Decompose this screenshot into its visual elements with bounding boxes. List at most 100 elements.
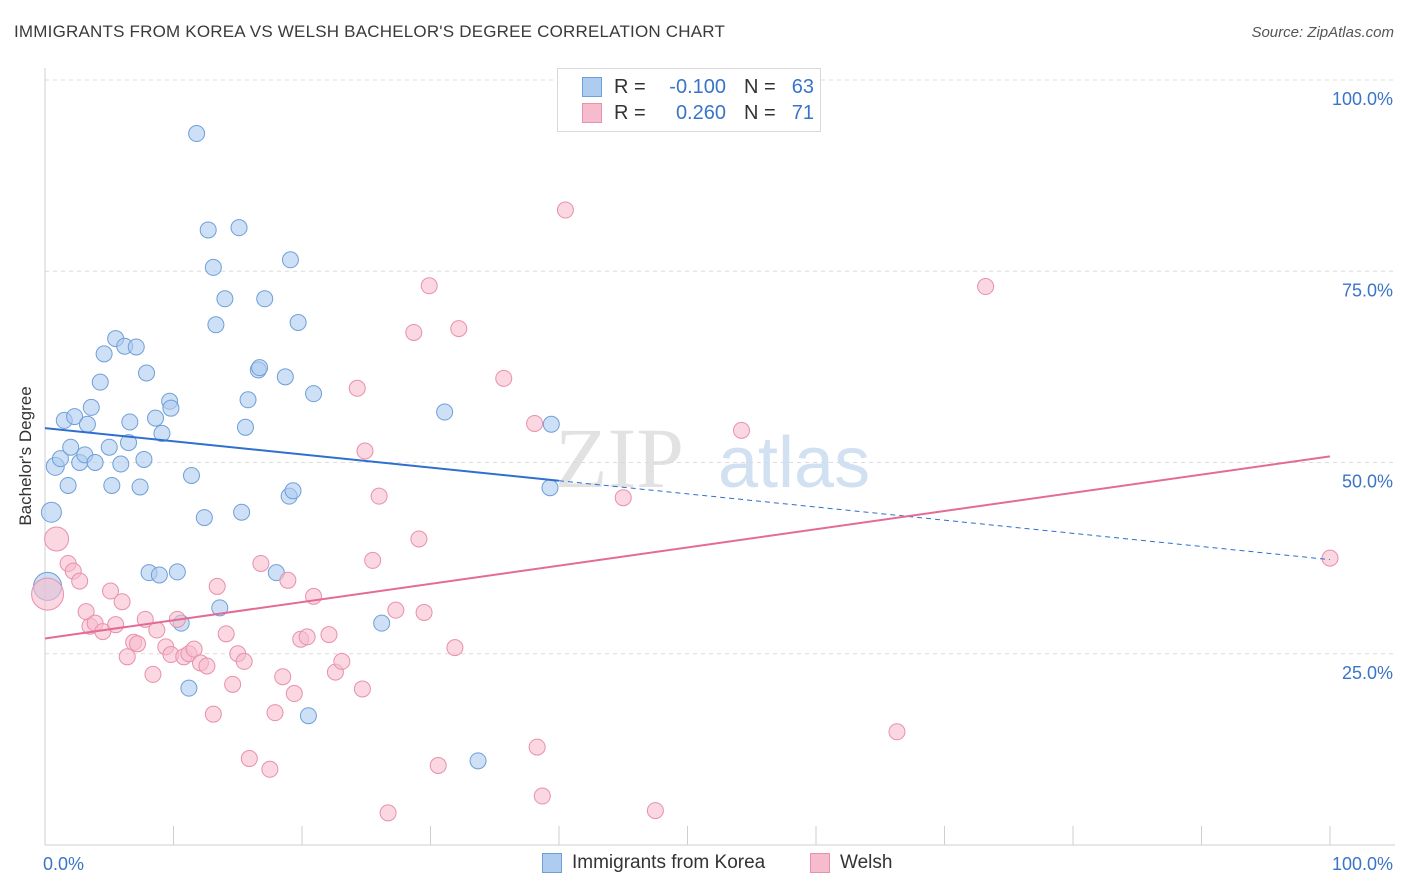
korea-point (162, 399, 180, 417)
y-tick-label: 50.0% (1342, 472, 1393, 492)
korea-point (276, 368, 294, 386)
korea-point (180, 679, 198, 697)
welsh-point (379, 804, 397, 822)
korea-point (436, 403, 454, 421)
korea-point (112, 455, 130, 473)
korea-point (103, 476, 121, 494)
welsh-trend-line (44, 455, 1331, 640)
legend-n-value: 63 (791, 75, 814, 98)
welsh-point (1321, 549, 1339, 567)
welsh-point (208, 577, 226, 595)
watermark: ZIP atlas (555, 410, 870, 506)
grid (45, 79, 1395, 655)
x-tick-label: 0.0% (43, 854, 84, 874)
korea-point (233, 503, 251, 521)
legend-item-korea[interactable]: Immigrants from Korea (542, 852, 765, 874)
welsh-point (387, 601, 405, 619)
korea-point (207, 316, 225, 334)
korea-point (147, 409, 165, 427)
trend-lines (44, 427, 1331, 640)
korea-point (62, 438, 80, 456)
korea-swatch (582, 77, 602, 97)
legend-r-value: 0.260 (675, 101, 726, 124)
korea-point (182, 467, 200, 485)
korea-point (168, 563, 186, 581)
korea-point (95, 345, 113, 363)
welsh-point (528, 738, 546, 756)
welsh-point (261, 760, 279, 778)
welsh-point (526, 414, 544, 432)
welsh-point (113, 593, 131, 611)
welsh-point (405, 323, 423, 341)
korea-point (216, 290, 234, 308)
welsh-point (118, 648, 136, 666)
welsh-point (285, 685, 303, 703)
y-tick-label: 75.0% (1342, 280, 1393, 300)
welsh-legend-swatch (810, 853, 830, 873)
welsh-point (420, 277, 438, 295)
welsh-point (204, 705, 222, 723)
chart-title: IMMIGRANTS FROM KOREA VS WELSH BACHELOR'… (14, 22, 726, 41)
korea-legend-swatch (542, 853, 562, 873)
korea-point (236, 418, 254, 436)
source-label: Source: ZipAtlas.com (1251, 24, 1394, 41)
welsh-point (185, 640, 203, 658)
legend-n-label: N = (744, 101, 776, 124)
korea-point (199, 221, 217, 239)
korea-point (120, 434, 138, 452)
legend-r-label: R = (614, 75, 646, 98)
korea-point (211, 599, 229, 617)
legend-n-label: N = (744, 75, 776, 98)
legend-item-welsh[interactable]: Welsh (810, 852, 892, 874)
welsh-point (320, 626, 338, 644)
korea-point (251, 359, 269, 377)
welsh-point (333, 652, 351, 670)
korea-point (127, 338, 145, 356)
welsh-point (450, 320, 468, 338)
korea-point (100, 438, 118, 456)
welsh-point (353, 680, 371, 698)
korea-trend-extension (558, 480, 1331, 561)
welsh-point (224, 675, 242, 693)
korea-point (281, 251, 299, 269)
legend-row-welsh: R = 0.260 N = 71 (582, 101, 814, 125)
welsh-point (977, 278, 995, 296)
legend-row-korea: R = -0.100 N = 63 (582, 75, 814, 99)
welsh-point (129, 635, 147, 653)
y-tick-label: 25.0% (1342, 663, 1393, 683)
korea-point (373, 614, 391, 632)
welsh-point (614, 489, 632, 507)
welsh-point (31, 577, 65, 611)
korea-point (40, 501, 62, 523)
welsh-point (429, 756, 447, 774)
korea-point (135, 450, 153, 468)
korea-point (230, 219, 248, 237)
welsh-point (410, 530, 428, 548)
welsh-point (217, 625, 235, 643)
welsh-point (274, 668, 292, 686)
korea-trend-line (44, 427, 560, 482)
welsh-point (446, 639, 464, 657)
korea-point (195, 509, 213, 527)
welsh-point (298, 628, 316, 646)
korea-point (59, 476, 77, 494)
welsh-point (370, 487, 388, 505)
welsh-point (266, 704, 284, 722)
korea-point (131, 478, 149, 496)
korea-point (121, 413, 139, 431)
korea-point (91, 373, 109, 391)
welsh-point (348, 379, 366, 397)
welsh-point (144, 665, 162, 683)
legend-r-value: -0.100 (669, 75, 726, 98)
korea-point (86, 454, 104, 471)
korea-point (469, 752, 487, 770)
korea-point (66, 408, 84, 426)
korea-point (150, 566, 168, 584)
korea-point (138, 364, 156, 382)
korea-points (33, 125, 560, 770)
korea-point (188, 125, 206, 143)
welsh-legend-label: Welsh (840, 852, 893, 873)
korea-point (299, 707, 317, 725)
legend-n-value: 71 (791, 101, 814, 124)
